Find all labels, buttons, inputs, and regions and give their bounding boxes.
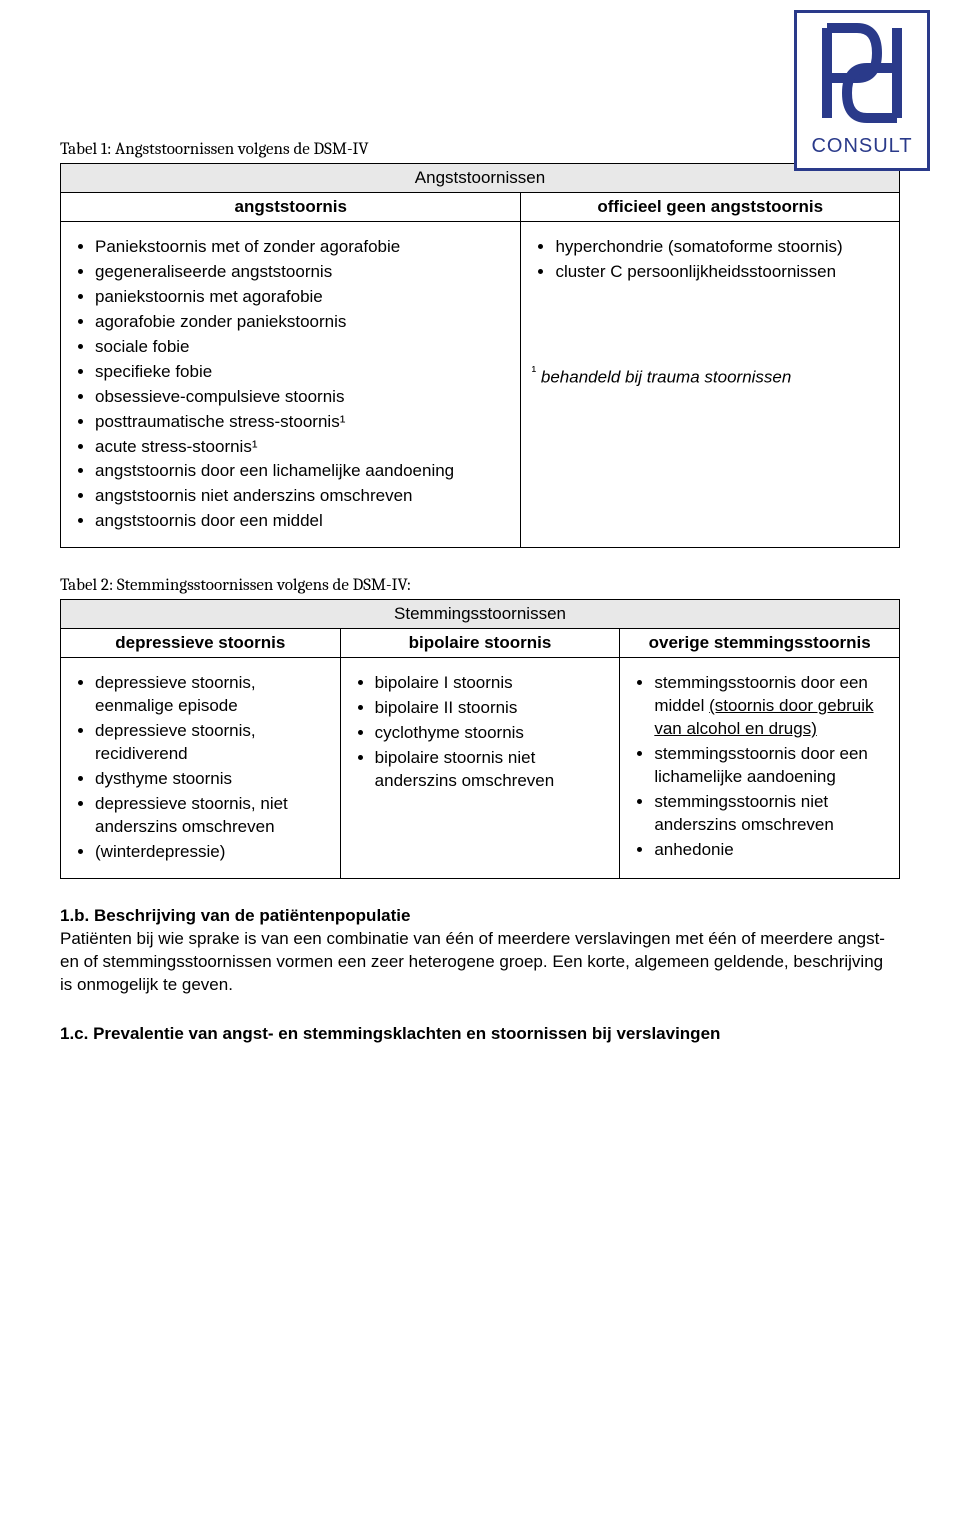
- list-item: bipolaire I stoornis: [375, 672, 610, 695]
- section-1c-heading: 1.c. Prevalentie van angst- en stemmings…: [60, 1024, 720, 1043]
- list-item: posttraumatische stress-stoornis¹: [95, 411, 510, 434]
- table1-col2-cell: hyperchondrie (somatoforme stoornis)clus…: [521, 222, 900, 548]
- list-item: agorafobie zonder paniekstoornis: [95, 311, 510, 334]
- list-item: angststoornis door een lichamelijke aand…: [95, 460, 510, 483]
- list-item: bipolaire stoornis niet anderszins omsch…: [375, 747, 610, 793]
- table1-title: Angststoornissen: [61, 164, 900, 193]
- list-item: depressieve stoornis, recidiverend: [95, 720, 330, 766]
- list-item: anhedonie: [654, 839, 889, 862]
- table2-col1-header: depressieve stoornis: [61, 629, 341, 658]
- table2-col3-cell: stemmingsstoornis door een middel (stoor…: [620, 658, 900, 879]
- list-item: depressieve stoornis, eenmalige episode: [95, 672, 330, 718]
- table2-title: Stemmingsstoornissen: [61, 600, 900, 629]
- section-1c: 1.c. Prevalentie van angst- en stemmings…: [60, 1023, 900, 1046]
- logo-graphic: [797, 13, 927, 133]
- list-item: sociale fobie: [95, 336, 510, 359]
- section-1b: 1.b. Beschrijving van de patiëntenpopula…: [60, 905, 900, 997]
- list-item: hyperchondrie (somatoforme stoornis): [555, 236, 889, 259]
- table2-col2-header: bipolaire stoornis: [340, 629, 620, 658]
- list-item: bipolaire II stoornis: [375, 697, 610, 720]
- list-item: cyclothyme stoornis: [375, 722, 610, 745]
- table2-col2-list: bipolaire I stoornisbipolaire II stoorni…: [351, 672, 610, 793]
- list-item: dysthyme stoornis: [95, 768, 330, 791]
- table2-col1-list: depressieve stoornis, eenmalige episoded…: [71, 672, 330, 864]
- list-item: specifieke fobie: [95, 361, 510, 384]
- section-1b-body: Patiënten bij wie sprake is van een comb…: [60, 929, 885, 994]
- list-item: angststoornis niet anderszins omschreven: [95, 485, 510, 508]
- table2: Stemmingsstoornissen depressieve stoorni…: [60, 599, 900, 879]
- list-item: depressieve stoornis, niet anderszins om…: [95, 793, 330, 839]
- logo-text: CONSULT: [797, 135, 927, 158]
- table1-col1-header: angststoornis: [61, 193, 521, 222]
- table2-col1-cell: depressieve stoornis, eenmalige episoded…: [61, 658, 341, 879]
- list-item: Paniekstoornis met of zonder agorafobie: [95, 236, 510, 259]
- footnote-text: behandeld bij trauma stoornissen: [536, 368, 791, 387]
- table2-col3-list: stemmingsstoornis door een middel (stoor…: [630, 672, 889, 862]
- table1-caption: Tabel 1: Angststoornissen volgens de DSM…: [60, 140, 900, 159]
- list-item: stemmingsstoornis door een middel (stoor…: [654, 672, 889, 741]
- list-item: obsessieve-compulsieve stoornis: [95, 386, 510, 409]
- list-item: cluster C persoonlijkheidsstoornissen: [555, 261, 889, 284]
- list-item: paniekstoornis met agorafobie: [95, 286, 510, 309]
- table2-col2-cell: bipolaire I stoornisbipolaire II stoorni…: [340, 658, 620, 879]
- list-item: (winterdepressie): [95, 841, 330, 864]
- list-item: stemmingsstoornis niet anderszins omschr…: [654, 791, 889, 837]
- section-1b-heading: 1.b. Beschrijving van de patiëntenpopula…: [60, 906, 410, 925]
- table1-col2-list: hyperchondrie (somatoforme stoornis)clus…: [531, 236, 889, 284]
- list-item: stemmingsstoornis door een lichamelijke …: [654, 743, 889, 789]
- table1-col1-cell: Paniekstoornis met of zonder agorafobieg…: [61, 222, 521, 548]
- table2-caption: Tabel 2: Stemmingsstoornissen volgens de…: [60, 576, 900, 595]
- table1-col1-list: Paniekstoornis met of zonder agorafobieg…: [71, 236, 510, 533]
- table1: Angststoornissen angststoornis officieel…: [60, 163, 900, 548]
- logo: CONSULT: [794, 10, 930, 171]
- list-item: acute stress-stoornis¹: [95, 436, 510, 459]
- list-item: gegeneraliseerde angststoornis: [95, 261, 510, 284]
- table1-footnote: ¹ behandeld bij trauma stoornissen: [531, 364, 889, 388]
- table2-col3-header: overige stemmingsstoornis: [620, 629, 900, 658]
- table1-col2-header: officieel geen angststoornis: [521, 193, 900, 222]
- list-item: angststoornis door een middel: [95, 510, 510, 533]
